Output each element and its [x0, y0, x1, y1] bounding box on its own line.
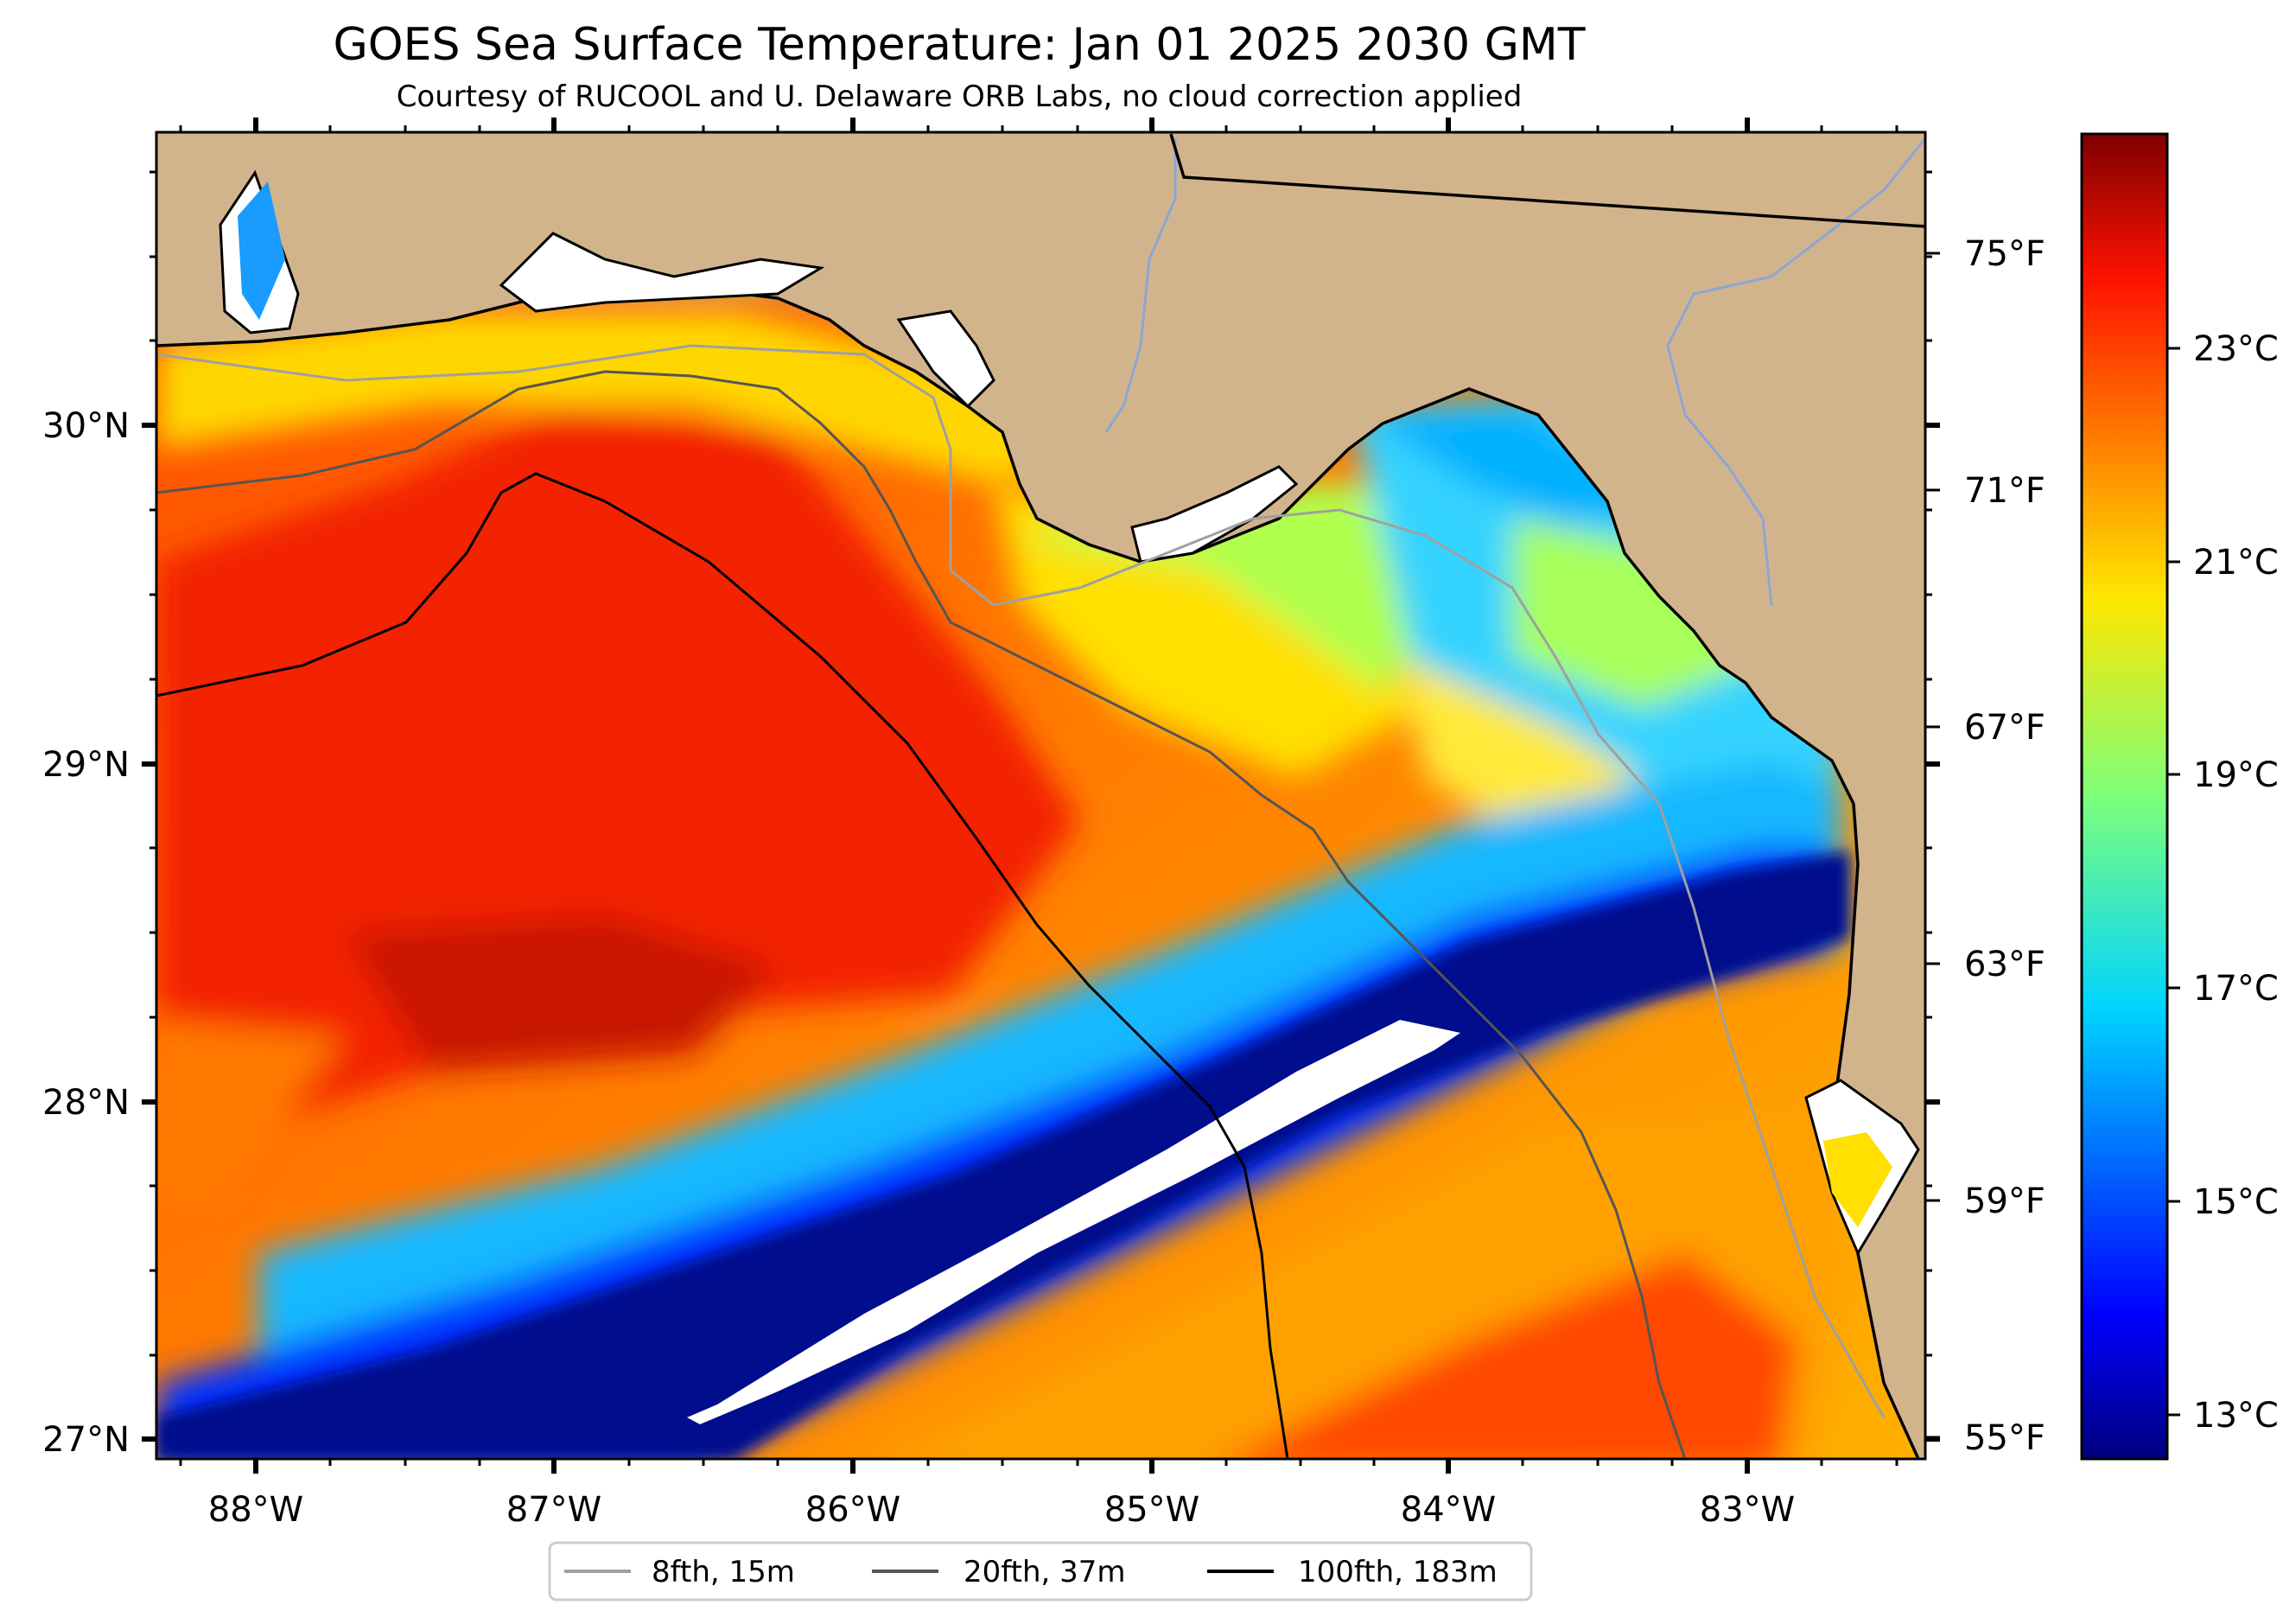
fahrenheit-label: 59°F	[1964, 1181, 2045, 1221]
st-andrews-bay	[896, 309, 995, 409]
latitude-labels: 30°N 29°N 28°N 27°N	[42, 406, 130, 1460]
major-ticks	[142, 118, 1940, 1474]
map-title: GOES Sea Surface Temperature: Jan 01 202…	[333, 19, 1586, 71]
mobile-bay-water	[238, 182, 285, 320]
pensacola-bays	[499, 232, 825, 313]
legend-box	[548, 1541, 1533, 1602]
fahrenheit-labels: 75°F 71°F 67°F 63°F 59°F 55°F	[1925, 234, 2045, 1458]
cold-band	[156, 851, 1849, 1459]
legend-label: 100fth, 183m	[1298, 1555, 1498, 1589]
lon-label: 85°W	[1104, 1490, 1199, 1530]
river	[1104, 138, 1177, 433]
state-border	[1169, 133, 1925, 228]
map-area	[156, 132, 1925, 1459]
lon-label: 83°W	[1700, 1490, 1795, 1530]
colorbar-label: 21°C	[2193, 543, 2279, 583]
lon-label: 87°W	[506, 1490, 601, 1530]
fahrenheit-label: 75°F	[1964, 234, 2045, 274]
land	[156, 132, 1925, 1459]
colorbar-label: 23°C	[2193, 329, 2279, 369]
legend-label: 8fth, 15m	[652, 1555, 795, 1589]
minor-ticks	[149, 125, 1932, 1466]
legend: 8fth, 15m 20fth, 37m 100fth, 183m	[548, 1541, 1533, 1602]
fahrenheit-label: 71°F	[1964, 471, 2045, 511]
lat-label: 28°N	[42, 1083, 130, 1123]
colorbar-label: 19°C	[2193, 755, 2279, 795]
fahrenheit-label: 55°F	[1964, 1418, 2045, 1458]
colorbar-label: 13°C	[2193, 1396, 2279, 1436]
isobath-183m	[156, 472, 1289, 1459]
lat-label: 27°N	[42, 1420, 130, 1460]
lon-label: 84°W	[1401, 1490, 1496, 1530]
colorbar: 23°C 21°C 19°C 17°C 15°C 13°C	[2080, 132, 2279, 1461]
river	[1666, 137, 1925, 606]
fahrenheit-label: 67°F	[1964, 708, 2045, 748]
cloud-mask	[687, 1020, 1460, 1424]
lat-label: 30°N	[42, 406, 130, 446]
apalachicola-bay	[1130, 465, 1299, 564]
longitude-labels: 88°W 87°W 86°W 85°W 84°W 83°W	[208, 1490, 1795, 1530]
isobath-37m	[156, 370, 1687, 1459]
colorbar-label: 15°C	[2193, 1182, 2279, 1222]
colorbar-gradient	[2080, 132, 2169, 1461]
tampa-bay-water	[1823, 1132, 1892, 1227]
map-subtitle: Courtesy of RUCOOL and U. Delaware ORB L…	[396, 80, 1523, 114]
fahrenheit-label: 63°F	[1964, 945, 2045, 984]
legend-label: 20fth, 37m	[964, 1555, 1126, 1589]
isobath-15m	[156, 344, 1886, 1418]
colorbar-label: 17°C	[2193, 969, 2279, 1009]
map-frame	[155, 131, 1927, 1461]
lon-label: 86°W	[805, 1490, 900, 1530]
lat-label: 29°N	[42, 745, 130, 785]
lon-label: 88°W	[208, 1490, 303, 1530]
